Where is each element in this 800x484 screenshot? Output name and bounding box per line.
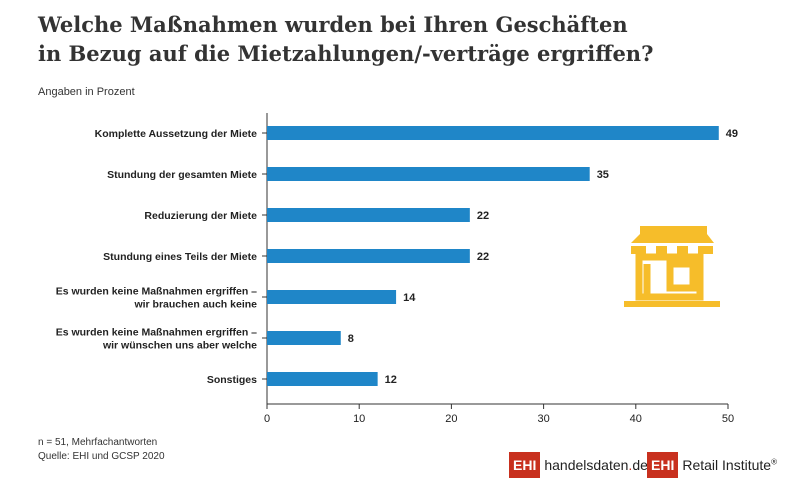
- x-tick-label: 50: [722, 413, 734, 425]
- category-label: Es wurden keine Maßnahmen ergriffen –: [56, 327, 257, 339]
- source-note: Quelle: EHI und GCSP 2020: [38, 451, 165, 462]
- logo-box: EHI: [509, 452, 541, 478]
- category-label: Stundung der gesamten Miete: [107, 169, 257, 181]
- bar: [267, 290, 397, 304]
- bar: [267, 167, 590, 181]
- category-label: Es wurden keine Maßnahmen ergriffen –: [56, 286, 257, 298]
- category-label: wir brauchen auch keine: [133, 299, 257, 311]
- x-tick-label: 20: [445, 413, 457, 425]
- logo-box: EHI: [647, 452, 679, 478]
- x-tick-label: 30: [537, 413, 549, 425]
- ehi-handelsdaten-logo[interactable]: EHI handelsdaten.de: [509, 452, 648, 478]
- data-label: 14: [403, 292, 416, 304]
- x-tick-label: 40: [630, 413, 642, 425]
- data-label: 35: [597, 169, 609, 181]
- data-label: 49: [726, 128, 738, 140]
- bar: [267, 249, 470, 263]
- category-label: Komplette Aussetzung der Miete: [95, 128, 258, 140]
- x-tick-label: 10: [353, 413, 365, 425]
- sample-note: n = 51, Mehrfachantworten: [38, 437, 158, 448]
- data-label: 22: [477, 210, 489, 222]
- title-line: Welche Maßnahmen wurden bei Ihren Geschä…: [38, 12, 628, 37]
- logo-text: Retail Institute®: [682, 457, 777, 473]
- bar: [267, 208, 470, 222]
- data-label: 12: [385, 374, 397, 386]
- data-label: 8: [348, 333, 354, 345]
- logo-text: handelsdaten.de: [544, 457, 648, 473]
- category-label: Sonstiges: [207, 374, 257, 386]
- bar: [267, 372, 378, 386]
- bar: [267, 331, 341, 345]
- category-label: wir wünschen uns aber welche: [102, 340, 257, 352]
- store-icon: [624, 226, 720, 307]
- data-label: 22: [477, 251, 489, 263]
- category-label: Reduzierung der Miete: [144, 210, 257, 222]
- x-tick-label: 0: [264, 413, 270, 425]
- chart-title: Welche Maßnahmen wurden bei Ihren Geschä…: [38, 10, 653, 68]
- chart-subtitle: Angaben in Prozent: [38, 86, 135, 98]
- title-line: in Bezug auf die Mietzahlungen/-verträge…: [38, 41, 654, 66]
- ehi-retail-institute-logo[interactable]: EHI Retail Institute®: [647, 452, 777, 478]
- category-label: Stundung eines Teils der Miete: [103, 251, 257, 263]
- bar: [267, 126, 719, 140]
